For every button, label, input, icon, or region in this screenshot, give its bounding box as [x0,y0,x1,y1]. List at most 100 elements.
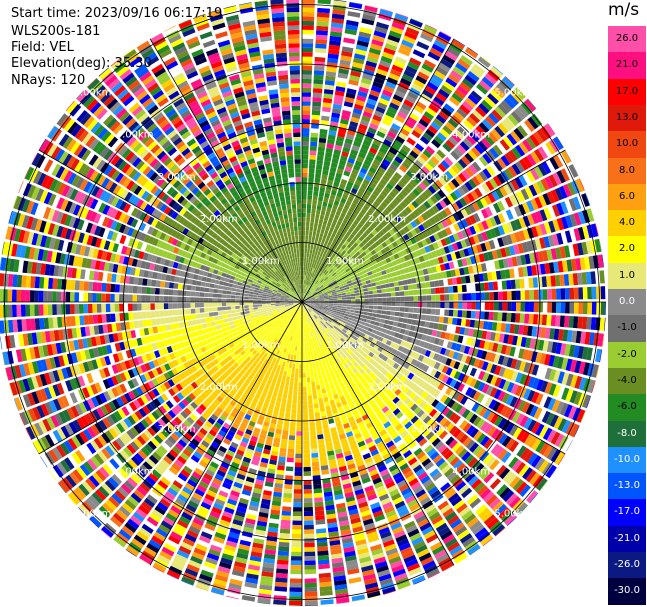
range-gate [399,285,404,291]
range-gate [361,115,371,123]
range-gate [336,245,341,252]
range-gate [520,290,526,300]
range-gate [398,47,411,57]
range-gate [402,124,413,133]
range-gate [341,109,351,117]
range-gate [324,192,330,199]
range-gate [313,254,317,260]
range-gate [279,447,287,453]
range-gate [446,572,461,583]
range-gate [565,458,577,473]
range-gate [587,302,593,315]
range-gate [469,131,480,143]
range-gate [500,534,514,547]
range-gate [312,390,317,396]
range-gate [359,298,365,302]
range-gate [368,166,377,174]
range-gate [394,56,407,65]
range-gate [358,289,364,293]
range-gate [310,217,315,223]
range-gate [303,293,306,298]
range-gate [592,415,602,430]
range-gate [308,257,311,263]
range-gate [355,239,362,245]
range-gate [316,205,322,211]
range-gate [340,55,352,62]
range-gate [313,74,324,80]
range-gate [362,139,372,147]
range-gate [283,421,290,427]
range-gate [588,154,599,169]
range-gate [291,413,297,418]
range-gate [413,126,424,135]
range-gate [352,183,360,191]
range-gate [447,317,453,325]
range-gate [371,229,378,236]
range-gate [458,27,473,39]
range-gate [375,281,381,286]
range-gate [376,215,384,223]
range-gate [305,266,308,272]
range-gate [430,156,440,165]
range-gate [327,267,332,272]
range-gate [298,377,302,383]
range-gate [467,302,472,310]
range-gate [350,309,355,313]
range-gate [311,208,316,214]
range-gate [411,129,422,139]
range-gate [584,156,595,171]
range-gate [456,31,470,43]
range-gate [387,213,395,221]
range-gate [404,296,410,301]
range-gate [460,564,475,575]
range-gate [407,318,413,325]
range-gate [367,127,377,135]
range-gate [533,314,539,325]
range-gate [355,132,365,139]
range-gate [314,274,318,279]
range-gate [507,93,519,106]
range-gate [431,139,441,149]
range-gate [568,164,578,178]
range-gate [349,251,355,257]
range-gate [477,56,491,68]
range-gate [475,125,487,137]
range-gate [343,142,352,149]
range-gate [319,379,324,385]
range-gate [389,191,397,199]
range-gate [430,308,436,315]
range-gate [514,63,527,76]
range-gate [533,289,539,300]
range-gate [172,596,187,606]
range-gate [333,149,341,156]
range-gate [315,43,327,49]
range-gate [348,153,357,160]
range-gate [289,381,294,387]
range-gate [302,145,309,151]
range-gate [375,170,384,178]
range-gate [329,40,341,46]
range-gate [413,289,418,296]
range-gate [448,286,454,293]
range-gate [328,175,335,181]
range-gate [399,43,413,53]
range-gate [363,311,369,316]
range-gate [421,114,432,124]
range-gate [422,132,433,142]
range-gate [373,305,378,310]
range-gate [395,302,401,307]
range-gate [302,203,307,209]
range-gate [333,303,338,306]
range-gate [396,152,406,161]
range-gate [370,320,376,325]
range-gate [319,406,326,412]
range-gate [346,243,353,249]
range-gate [460,55,473,66]
range-gate [317,393,323,399]
range-gate [330,22,344,29]
range-gate [569,302,575,314]
range-gate [319,133,327,139]
range-gate [324,80,335,86]
range-gate [490,38,505,51]
range-gate [376,68,388,77]
